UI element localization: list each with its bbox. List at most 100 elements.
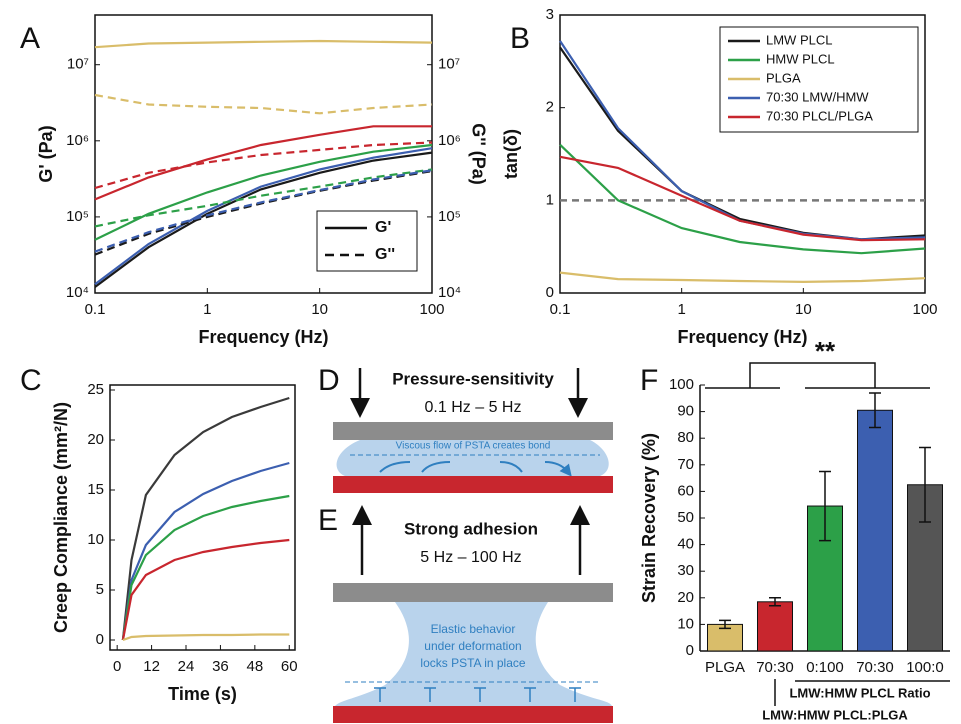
panel-letter: E xyxy=(318,504,338,537)
x-axis-title: Frequency (Hz) xyxy=(677,327,807,347)
plate xyxy=(333,422,613,440)
series-line xyxy=(94,143,433,241)
x-tick-label: 0.1 xyxy=(550,301,571,318)
y-tick-label: 80 xyxy=(677,429,694,446)
panel-letter: B xyxy=(510,22,530,55)
panel-letter: F xyxy=(640,364,658,397)
legend-label: G' xyxy=(375,219,391,236)
y-tick-label: 2 xyxy=(546,99,554,116)
plot-frame xyxy=(559,14,926,294)
y2-tick-label: 10⁷ xyxy=(438,56,460,73)
series-line xyxy=(559,271,926,284)
y2-axis-title: G'' (Pa) xyxy=(468,123,488,185)
y2-tick-label: 10⁶ xyxy=(438,132,461,149)
series-line xyxy=(94,141,433,190)
plate xyxy=(333,583,613,602)
series-line xyxy=(94,125,432,201)
x-axis-title: Frequency (Hz) xyxy=(198,327,328,347)
y-axis-title: tan(δ) xyxy=(501,129,521,179)
series-line xyxy=(94,93,433,115)
series-line xyxy=(94,169,433,253)
error-bar xyxy=(819,470,831,542)
bar xyxy=(857,409,893,652)
series-line xyxy=(94,151,433,288)
diagram-note: Viscous flow of PSTA creates bond xyxy=(396,441,551,452)
x-tick-label: 1 xyxy=(677,301,685,318)
diagram-d: D Pressure-sensitivity 0.1 Hz – 5 Hz Vis… xyxy=(318,364,613,493)
error-bar xyxy=(769,597,781,607)
y-tick-label: 10⁵ xyxy=(66,208,89,225)
substrate xyxy=(333,476,613,493)
x-tick-label: 0.1 xyxy=(85,301,106,318)
y-tick-label: 50 xyxy=(677,509,694,526)
legend-label: 70:30 PLCL/PLGA xyxy=(766,108,873,123)
y-tick-label: 5 xyxy=(96,581,104,598)
panel-letter: C xyxy=(20,364,42,397)
diagram-title: Pressure-sensitivity xyxy=(392,369,554,388)
adhesive xyxy=(335,602,612,706)
y-tick-label: 10⁶ xyxy=(66,132,89,149)
x-tick-label: 0 xyxy=(113,658,121,675)
x-tick-label: 100 xyxy=(419,301,444,318)
x-tick-label: 0:100 xyxy=(806,659,844,676)
bar xyxy=(757,601,793,652)
group-label: LMW:HMW PLCL:PLGA xyxy=(762,707,908,722)
x-tick-label: 12 xyxy=(143,658,160,675)
series-line xyxy=(94,39,433,49)
diagram-note: locks PSTA in place xyxy=(420,656,525,670)
substrate xyxy=(333,706,613,723)
series-line xyxy=(121,494,290,641)
diagram-e: E Strong adhesion 5 Hz – 100 Hz Elastic … xyxy=(318,504,613,723)
x-tick-label: 100 xyxy=(912,301,937,318)
error-bar xyxy=(869,392,881,429)
series-line xyxy=(121,461,290,641)
diagram-range: 0.1 Hz – 5 Hz xyxy=(425,399,522,416)
significance-bracket xyxy=(705,362,930,389)
series-line xyxy=(559,155,926,242)
x-tick-label: 70:30 xyxy=(756,659,794,676)
x-tick-label: 60 xyxy=(281,658,298,675)
y2-tick-label: 10⁴ xyxy=(438,284,461,301)
diagram-note: under deformation xyxy=(424,639,521,653)
error-bar xyxy=(719,619,731,630)
x-tick-label: 24 xyxy=(178,658,195,675)
panel-letter: D xyxy=(318,364,340,397)
y-tick-label: 25 xyxy=(87,381,104,398)
y-tick-label: 30 xyxy=(677,562,694,579)
y-axis-title: Creep Compliance (mm²/N) xyxy=(51,402,71,633)
y-tick-label: 10⁴ xyxy=(66,284,89,301)
x-tick-label: 70:30 xyxy=(856,659,894,676)
series-line xyxy=(94,168,433,228)
y-tick-label: 70 xyxy=(677,456,694,473)
error-bar xyxy=(919,446,931,523)
flow-arrows xyxy=(379,461,568,472)
x-tick-label: 10 xyxy=(795,301,812,318)
y-tick-label: 0 xyxy=(96,631,104,648)
y-tick-label: 60 xyxy=(677,482,694,499)
x-tick-label: 48 xyxy=(247,658,264,675)
y2-tick-label: 10⁵ xyxy=(438,208,461,225)
legend-box xyxy=(316,210,418,272)
y-tick-label: 1 xyxy=(546,191,554,208)
anchors xyxy=(374,687,581,702)
y-tick-label: 3 xyxy=(546,6,554,23)
x-axis-title: Time (s) xyxy=(168,684,237,704)
x-tick-label: 10 xyxy=(311,301,328,318)
diagram-title: Strong adhesion xyxy=(404,519,538,538)
y-axis-title: G' (Pa) xyxy=(36,125,56,182)
diagram-note: Elastic behavior xyxy=(431,622,516,636)
y-tick-label: 20 xyxy=(87,431,104,448)
y-tick-label: 100 xyxy=(669,376,694,393)
y-tick-label: 15 xyxy=(87,481,104,498)
legend-label: HMW PLCL xyxy=(766,51,835,66)
legend-label: G'' xyxy=(375,246,395,263)
adhesive xyxy=(336,440,609,476)
legend-label: 70:30 LMW/HMW xyxy=(766,89,869,104)
y-tick-label: 90 xyxy=(677,403,694,420)
series-line xyxy=(121,538,290,641)
y-axis-title: Strain Recovery (%) xyxy=(639,433,659,603)
plot-frame xyxy=(94,14,433,294)
y-tick-label: 10 xyxy=(87,531,104,548)
panel-letter: A xyxy=(20,22,40,55)
